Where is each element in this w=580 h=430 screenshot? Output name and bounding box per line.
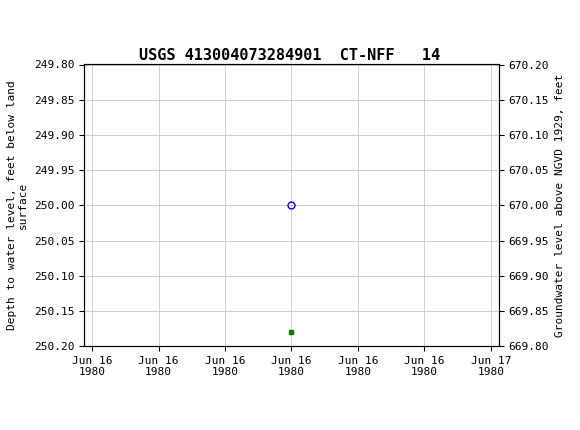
- Text: USGS: USGS: [36, 14, 96, 33]
- Text: USGS 413004073284901  CT-NFF   14: USGS 413004073284901 CT-NFF 14: [139, 49, 441, 63]
- Y-axis label: Depth to water level, feet below land
surface: Depth to water level, feet below land su…: [7, 80, 28, 330]
- Legend: Period of approved data: Period of approved data: [194, 429, 389, 430]
- Y-axis label: Groundwater level above NGVD 1929, feet: Groundwater level above NGVD 1929, feet: [554, 74, 564, 337]
